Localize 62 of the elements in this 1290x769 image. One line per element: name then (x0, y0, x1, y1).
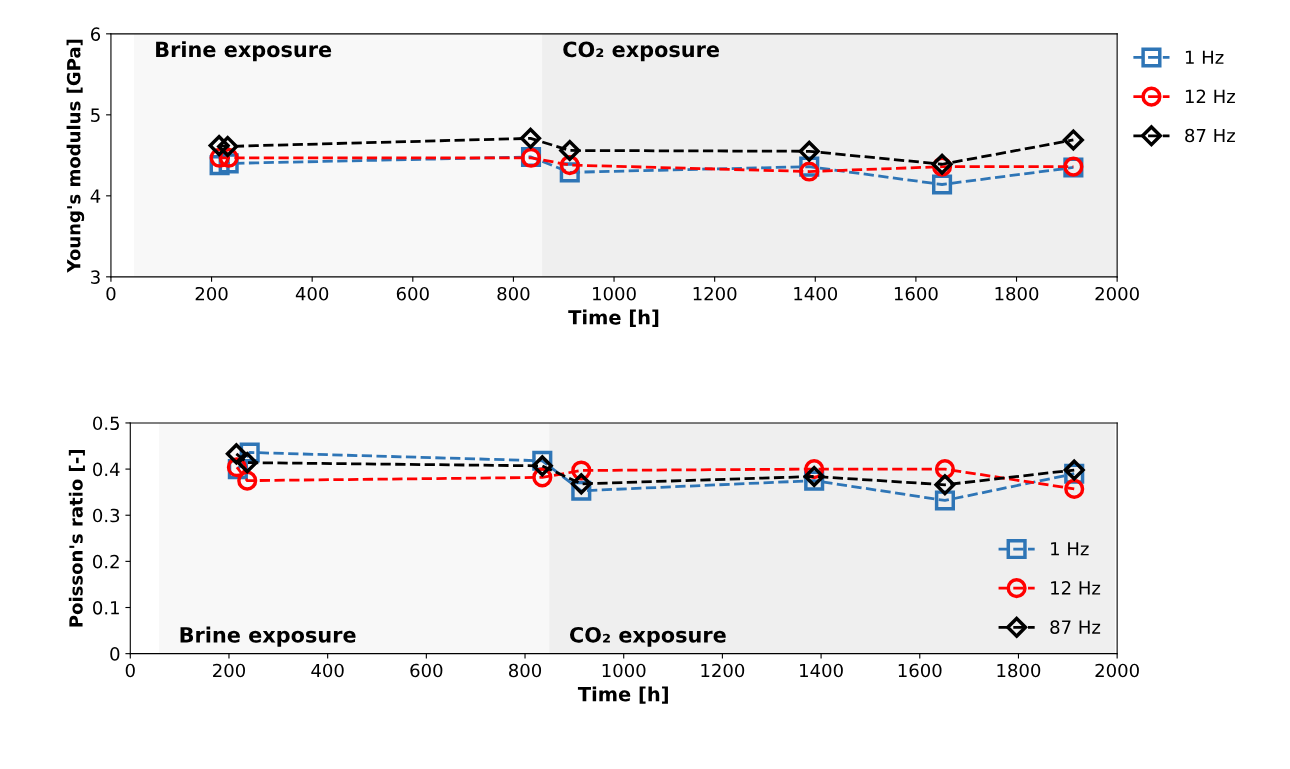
x-axis-title: Time [h] (568, 309, 659, 327)
point (208, 135, 230, 157)
x-tick-label: 1000 (602, 663, 646, 678)
x-tick-label: 600 (396, 286, 429, 301)
point (931, 174, 953, 195)
legend-label: 1 Hz (1185, 50, 1224, 64)
y-tick-label: 0.4 (93, 462, 120, 477)
y-tick-label: 0.2 (93, 554, 119, 569)
legend-label: 12 Hz (1051, 581, 1101, 595)
point (1064, 478, 1085, 499)
point (798, 140, 820, 162)
x-tick-label: 400 (311, 663, 344, 678)
x-tick-label: 1800 (995, 286, 1039, 301)
x-axis-title: Time [h] (577, 686, 668, 704)
band-label: Brine exposure (180, 626, 356, 647)
x-tick-label: 1400 (794, 286, 838, 301)
legend-label: 12 Hz (1185, 89, 1235, 103)
legend-label: 1 Hz (1051, 542, 1089, 556)
y-tick-label: 0.5 (93, 416, 119, 431)
x-tick-label: 1800 (997, 663, 1041, 678)
band-label: Brine exposure (156, 41, 332, 62)
x-tick-label: 800 (509, 663, 542, 678)
x-tick-label: 2000 (1095, 286, 1139, 301)
x-tick-label: 1400 (800, 663, 843, 678)
x-tick-label: 1600 (894, 286, 938, 301)
point (237, 470, 258, 491)
y-axis-title: Young's modulus [GPa] (66, 39, 85, 273)
x-tick-label: 200 (213, 663, 246, 678)
x-tick-label: 1200 (701, 663, 745, 678)
y-axis-title: Poisson's ratio [-] (68, 449, 85, 627)
point (531, 455, 553, 477)
y-tick-label: 0.1 (93, 600, 119, 615)
point (799, 161, 820, 182)
y-tick-label: 3 (91, 270, 100, 284)
y-tick-label: 5 (91, 108, 100, 122)
x-tick-label: 400 (295, 286, 329, 301)
y-tick-label: 4 (90, 189, 101, 203)
point (934, 490, 956, 511)
x-tick-label: 1600 (898, 663, 942, 678)
x-tick-label: 2000 (1095, 663, 1139, 678)
point (803, 465, 825, 488)
y-tick-label: 6 (90, 27, 101, 41)
x-tick-label: 1000 (593, 286, 636, 301)
point (217, 135, 239, 158)
legend-label: 87 Hz (1050, 620, 1101, 634)
x-tick-label: 800 (497, 286, 530, 301)
x-tick-label: 1200 (693, 286, 737, 301)
x-tick-label: 200 (195, 286, 228, 301)
x-tick-label: 0 (125, 663, 135, 678)
band-label: CO₂ exposure (569, 626, 726, 647)
point (519, 127, 542, 149)
point (570, 473, 592, 495)
legend-label: 87 Hz (1185, 128, 1235, 143)
point (225, 443, 247, 465)
y-tick-label: 0.3 (93, 508, 120, 523)
point (236, 452, 258, 474)
x-tick-label: 600 (410, 663, 443, 678)
point (559, 139, 581, 162)
point (1062, 129, 1084, 151)
band-label: CO₂ exposure (563, 41, 720, 62)
y-tick-label: 0 (110, 647, 120, 661)
point (934, 474, 956, 496)
